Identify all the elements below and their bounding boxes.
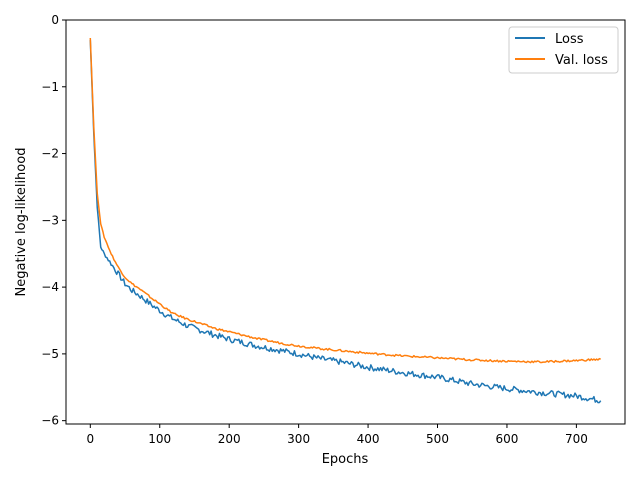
y-tick-label: −6 [41, 414, 59, 428]
x-tick-label: 100 [148, 432, 171, 446]
y-tick-label: −3 [41, 213, 59, 227]
x-tick-label: 700 [565, 432, 588, 446]
x-tick-label: 300 [287, 432, 310, 446]
series-lines [89, 38, 602, 404]
y-tick-label: 0 [51, 13, 59, 27]
y-tick-label: −2 [41, 147, 59, 161]
x-tick-label: 400 [357, 432, 380, 446]
legend-label-val-loss: Val. loss [555, 53, 608, 68]
x-axis-label: Epochs [322, 452, 369, 467]
y-tick-label: −4 [41, 280, 59, 294]
y-axis-label: Negative log-likelihood [14, 148, 29, 297]
y-tick-label: −1 [41, 80, 59, 94]
x-tick-label: 200 [218, 432, 241, 446]
x-tick-label: 500 [426, 432, 449, 446]
y-tick-label: −5 [41, 347, 59, 361]
series-line-loss [89, 40, 602, 404]
x-tick-label: 600 [495, 432, 518, 446]
y-axis-ticks: 0 −1 −2 −3 −4 −5 −6 [41, 13, 66, 428]
series-line-val-loss [89, 38, 601, 364]
plot-frame [65, 19, 626, 425]
legend-label-loss: Loss [555, 32, 584, 47]
plot-background [66, 20, 625, 424]
legend: Loss Val. loss [508, 26, 619, 74]
x-tick-label: 0 [86, 432, 94, 446]
x-axis-ticks: 0 100 200 300 400 500 600 700 [86, 424, 588, 446]
